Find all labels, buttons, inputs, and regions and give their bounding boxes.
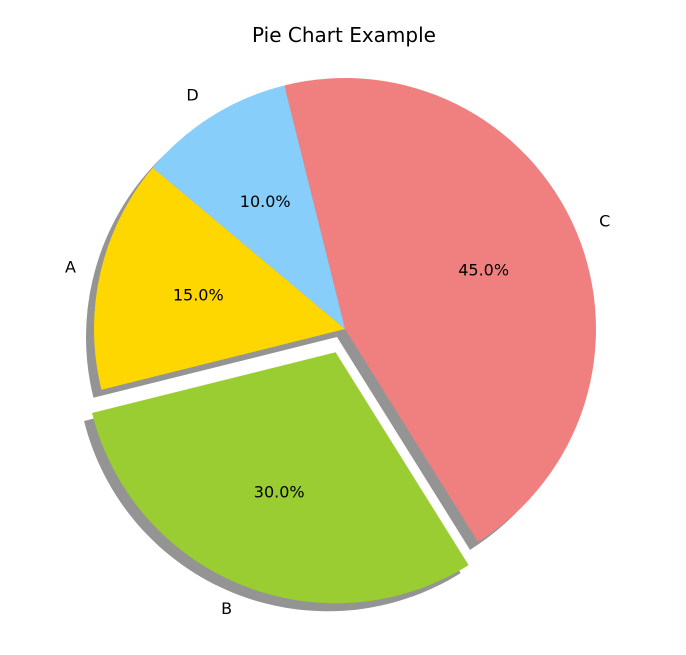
slice-a (94, 167, 345, 390)
percent-label-a: 15.0% (173, 286, 224, 305)
slice-label-a: A (65, 257, 76, 276)
slice-label-d: D (186, 85, 198, 104)
percent-label-b: 30.0% (254, 482, 305, 501)
chart-title: Pie Chart Example (252, 23, 436, 47)
slices (92, 78, 596, 604)
slice-label-b: B (221, 599, 232, 618)
slice-labels: A B C D (65, 85, 610, 617)
percent-label-d: 10.0% (240, 192, 291, 211)
slice-label-c: C (599, 212, 610, 231)
percent-label-c: 45.0% (458, 261, 509, 280)
percent-labels: 15.0% 30.0% 45.0% 10.0% (173, 192, 509, 502)
slice-c (284, 78, 596, 542)
slice-d (152, 85, 345, 330)
slice-b (92, 352, 469, 604)
